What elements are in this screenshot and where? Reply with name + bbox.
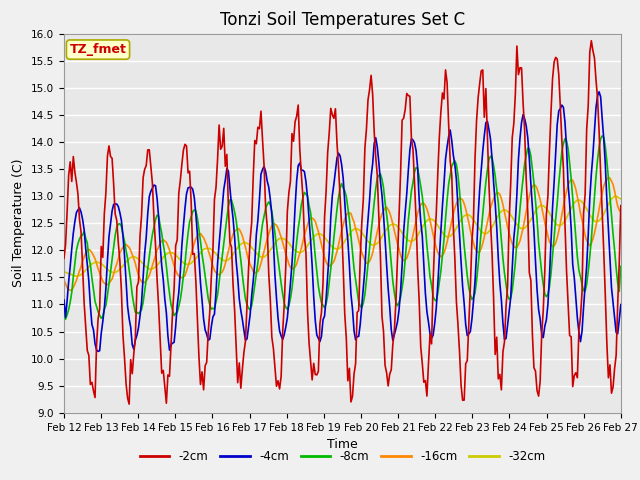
-2cm [130, 351, 138, 357]
Text: TZ_fmet: TZ_fmet [70, 43, 127, 56]
-2cm [588, 38, 595, 44]
-4cm [255, 196, 263, 202]
-2cm [246, 237, 254, 243]
Line: -16cm: -16cm [64, 177, 621, 290]
-32cm [228, 254, 236, 260]
Title: Tonzi Soil Temperatures Set C: Tonzi Soil Temperatures Set C [220, 11, 465, 29]
-32cm [60, 269, 68, 275]
-4cm [246, 312, 254, 318]
-32cm [305, 240, 313, 246]
-4cm [617, 301, 625, 307]
-4cm [595, 89, 603, 95]
-4cm [305, 216, 313, 222]
-2cm [589, 48, 596, 53]
-2cm [617, 203, 625, 208]
-4cm [130, 347, 138, 352]
-8cm [617, 264, 625, 269]
-32cm [255, 253, 263, 259]
-8cm [60, 304, 68, 310]
Legend: -2cm, -4cm, -8cm, -16cm, -32cm: -2cm, -4cm, -8cm, -16cm, -32cm [135, 445, 550, 468]
-16cm [588, 240, 595, 246]
-16cm [617, 209, 625, 215]
-32cm [130, 254, 138, 260]
-16cm [60, 277, 68, 283]
-32cm [611, 193, 618, 199]
Line: -32cm: -32cm [64, 196, 621, 276]
-8cm [598, 133, 606, 139]
-8cm [61, 316, 69, 322]
-4cm [60, 297, 68, 303]
-8cm [246, 307, 254, 313]
-4cm [228, 202, 236, 208]
-2cm [228, 244, 236, 250]
-16cm [67, 288, 74, 293]
-8cm [130, 301, 138, 307]
-32cm [246, 243, 254, 249]
Line: -8cm: -8cm [64, 136, 621, 319]
-4cm [94, 348, 102, 354]
Line: -2cm: -2cm [64, 41, 621, 404]
-4cm [588, 171, 595, 177]
-32cm [588, 215, 595, 220]
-8cm [588, 237, 595, 242]
-16cm [255, 265, 263, 271]
-8cm [305, 203, 313, 208]
X-axis label: Time: Time [327, 438, 358, 451]
-8cm [228, 197, 236, 203]
-32cm [72, 273, 80, 279]
-32cm [617, 196, 625, 202]
-16cm [605, 174, 612, 180]
-16cm [305, 217, 313, 223]
-2cm [125, 401, 133, 407]
-2cm [255, 126, 263, 132]
-16cm [246, 262, 254, 267]
-8cm [255, 247, 263, 252]
-16cm [228, 236, 236, 242]
-16cm [130, 256, 138, 262]
Line: -4cm: -4cm [64, 92, 621, 351]
-2cm [60, 255, 68, 261]
Y-axis label: Soil Temperature (C): Soil Temperature (C) [12, 159, 26, 288]
-2cm [305, 340, 313, 346]
